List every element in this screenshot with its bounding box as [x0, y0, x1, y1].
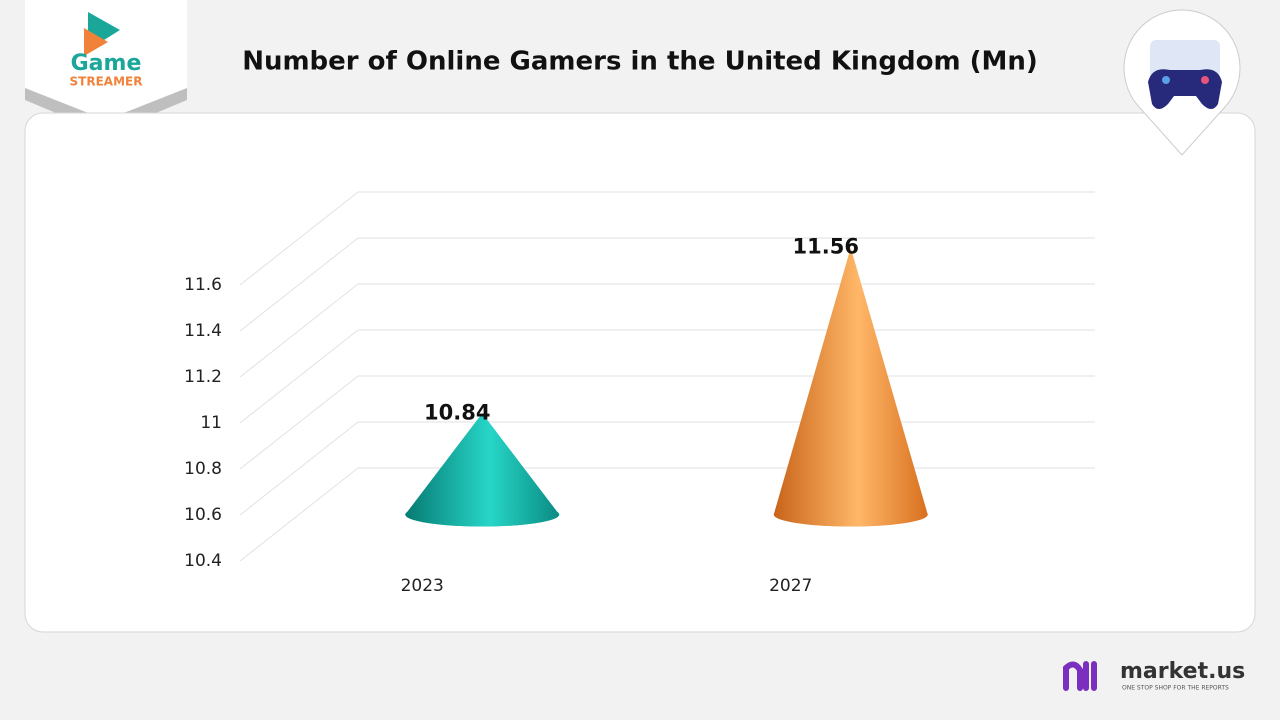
x-tick-label: 2027	[769, 576, 812, 596]
value-label: 10.84	[424, 400, 490, 424]
chart-card	[24, 112, 1256, 633]
publisher-logo	[1063, 661, 1097, 691]
cone	[405, 413, 560, 527]
publisher-tagline: ONE STOP SHOP FOR THE REPORTS	[1122, 685, 1229, 692]
cone	[773, 247, 928, 527]
publisher-name: market.us	[1120, 659, 1245, 684]
illustration	[1150, 40, 1220, 78]
illustration	[1162, 76, 1170, 84]
logo-text: Game	[71, 51, 142, 76]
value-label: 11.56	[793, 235, 859, 259]
illustration	[1201, 76, 1209, 84]
grid-line	[239, 421, 359, 516]
y-tick-label: 11	[200, 413, 222, 433]
grid-line	[239, 467, 359, 562]
chart-title: Number of Online Gamers in the United Ki…	[242, 47, 1038, 77]
y-tick-label: 10.8	[184, 459, 222, 479]
grid-line	[239, 237, 359, 332]
y-tick-label: 11.2	[184, 367, 222, 387]
y-tick-label: 10.6	[184, 505, 222, 525]
logo-badge	[25, 0, 187, 120]
grid-line	[239, 283, 359, 378]
y-tick-label: 10.4	[184, 551, 222, 571]
grid-line	[239, 191, 359, 286]
logo-icon	[84, 28, 108, 56]
x-tick-label: 2023	[401, 576, 444, 596]
y-tick-label: 11.4	[184, 321, 222, 341]
y-tick-label: 11.6	[184, 275, 222, 295]
grid-line	[239, 329, 359, 424]
grid-line	[239, 375, 359, 470]
logo-text: STREAMER	[70, 75, 143, 89]
